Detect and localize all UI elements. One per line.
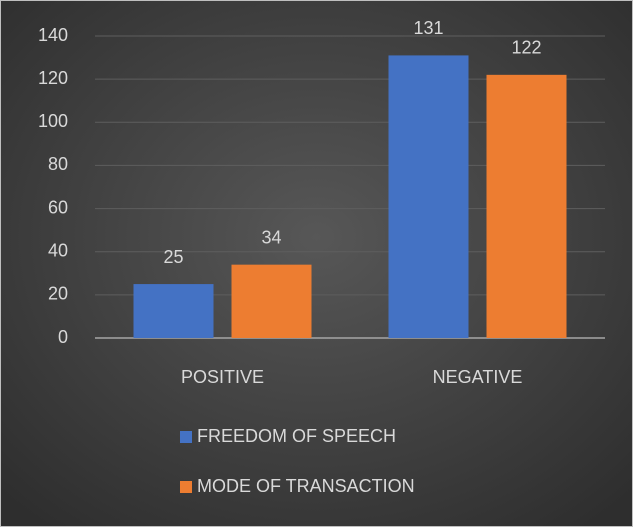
y-tick-label: 80 (48, 154, 68, 174)
legend-swatch (180, 431, 192, 443)
data-label: 25 (163, 247, 183, 267)
bar (133, 284, 214, 338)
x-tick-label: NEGATIVE (433, 367, 523, 387)
y-tick-label: 20 (48, 284, 68, 304)
bar (486, 74, 567, 338)
y-tick-label: 60 (48, 197, 68, 217)
y-tick-label: 40 (48, 240, 68, 260)
y-tick-label: 0 (58, 327, 68, 347)
data-label: 122 (511, 38, 541, 58)
x-tick-label: POSITIVE (181, 367, 264, 387)
data-label: 131 (413, 18, 443, 38)
y-tick-label: 120 (38, 68, 68, 88)
y-tick-label: 100 (38, 111, 68, 131)
bar (388, 55, 469, 339)
y-tick-label: 140 (38, 25, 68, 45)
legend-swatch (180, 481, 192, 493)
data-label: 34 (261, 227, 281, 247)
bar (231, 264, 312, 338)
legend-label: FREEDOM OF SPEECH (197, 426, 396, 446)
legend-label: MODE OF TRANSACTION (197, 476, 415, 496)
